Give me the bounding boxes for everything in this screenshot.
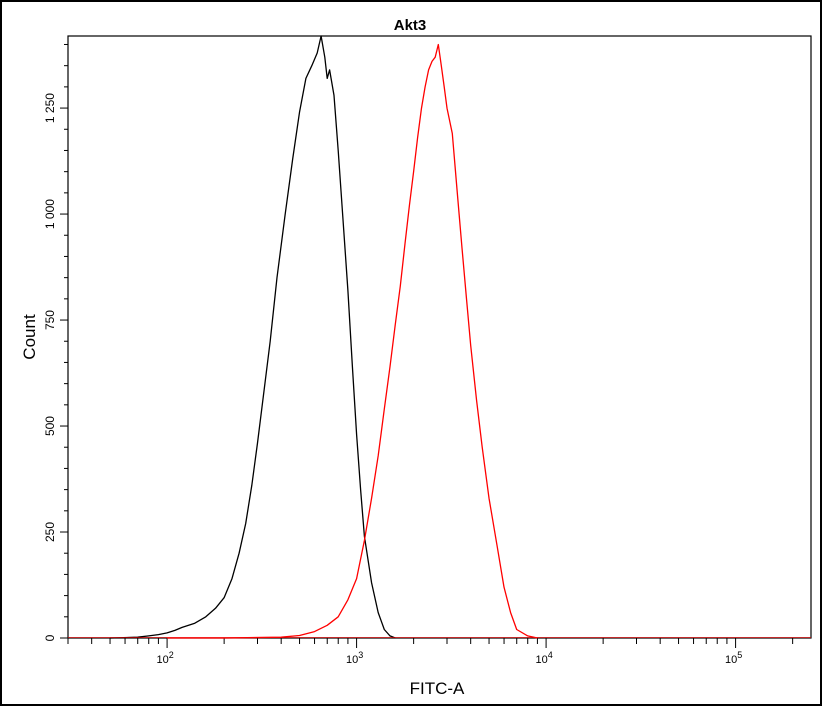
series-layer <box>68 35 811 639</box>
y-tick-label: 1 250 <box>43 93 57 123</box>
x-tick-label: 102 <box>156 650 173 666</box>
y-axis-title: Count <box>20 314 39 360</box>
series-line-1 <box>109 35 396 639</box>
x-axis: 102 103 104 105 <box>67 638 794 666</box>
y-axis: 0 250 500 750 1 000 1 250 <box>43 43 68 641</box>
y-tick-label: 250 <box>43 522 57 542</box>
x-axis-title: FITC-A <box>410 679 465 698</box>
y-tick-label: 500 <box>43 416 57 436</box>
x-tick-label: 103 <box>346 650 363 666</box>
y-tick-label: 1 000 <box>43 199 57 229</box>
x-tick-label: 104 <box>535 650 552 666</box>
y-tick-label: 0 <box>43 634 57 641</box>
x-tick-label: 105 <box>725 650 742 666</box>
chart-title: Akt3 <box>394 17 427 34</box>
plot-frame <box>67 35 812 639</box>
series-line-2 <box>167 43 538 639</box>
y-tick-label: 750 <box>43 310 57 330</box>
